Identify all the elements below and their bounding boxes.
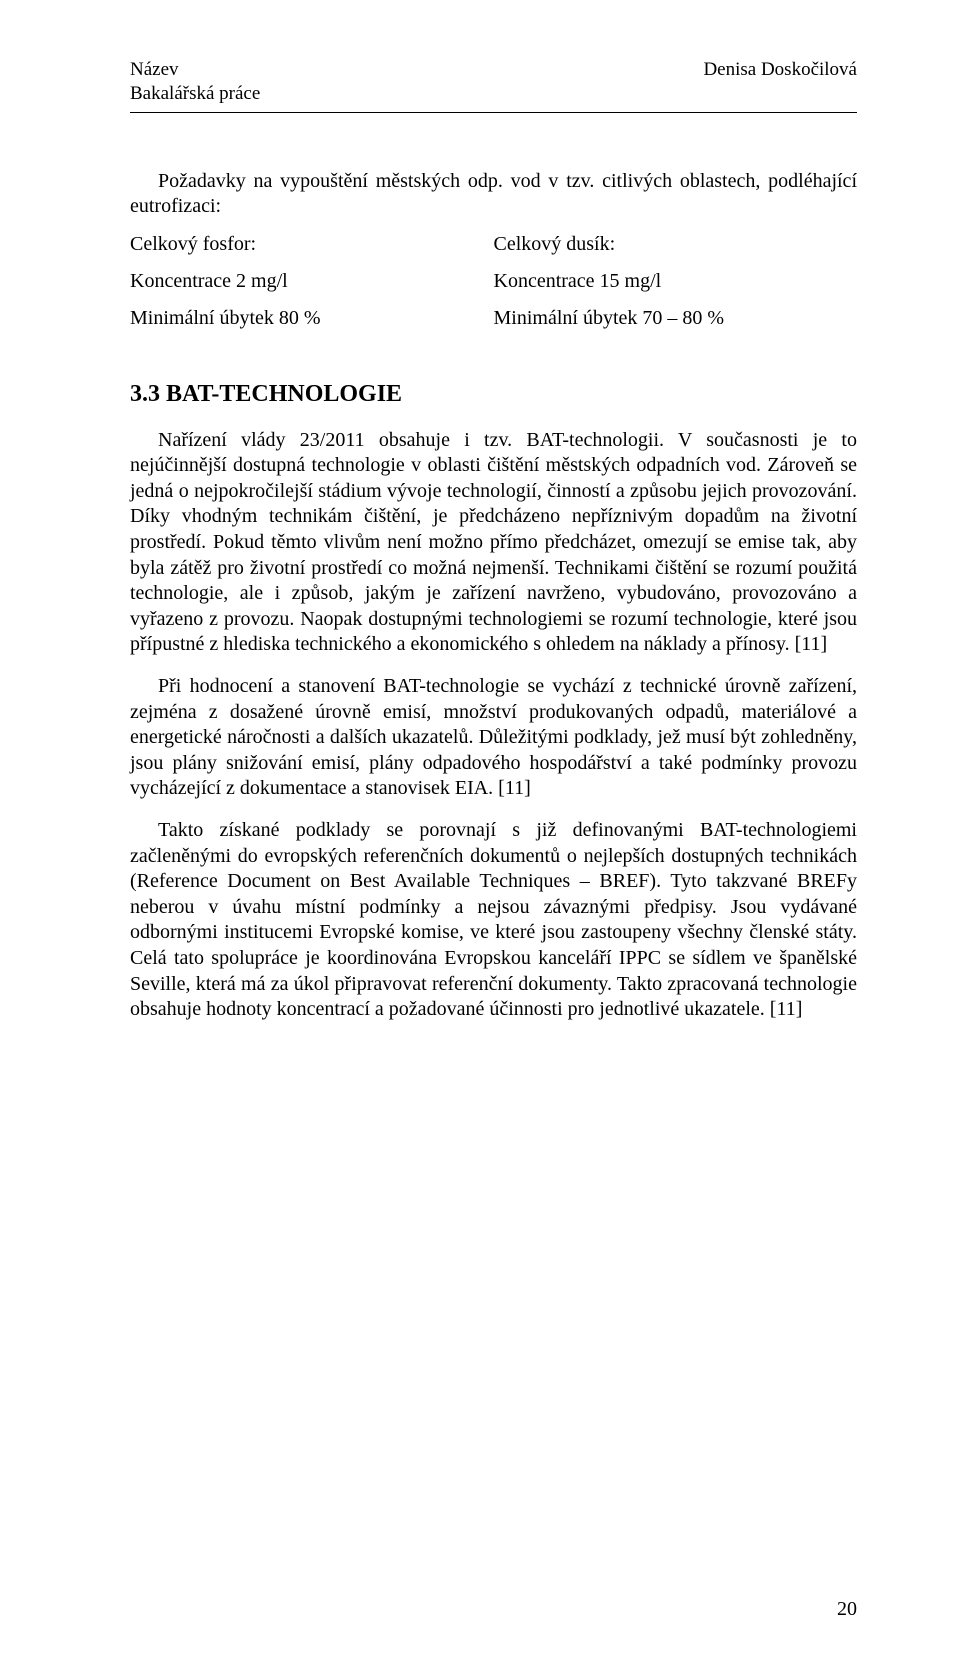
right-row1: Koncentrace 15 mg/l <box>494 263 858 300</box>
col-right: Celkový dusík: Koncentrace 15 mg/l Minim… <box>494 226 858 337</box>
header-left-bottom: Bakalářská práce <box>130 82 260 106</box>
page: Název Bakalářská práce Denisa Doskočilov… <box>0 0 960 1671</box>
body-p3: Takto získané podklady se porovnají s ji… <box>130 818 857 1023</box>
header-right: Denisa Doskočilová <box>703 58 857 106</box>
section-heading: 3.3 BAT-TECHNOLOGIE <box>130 381 857 408</box>
body-p2: Při hodnocení a stanovení BAT-technologi… <box>130 674 857 802</box>
body-p1: Nařízení vlády 23/2011 obsahuje i tzv. B… <box>130 428 857 658</box>
two-column-block: Celkový fosfor: Koncentrace 2 mg/l Minim… <box>130 226 857 337</box>
right-title: Celkový dusík: <box>494 226 858 263</box>
header-left: Název Bakalářská práce <box>130 58 260 106</box>
col-left: Celkový fosfor: Koncentrace 2 mg/l Minim… <box>130 226 494 337</box>
header-left-top: Název <box>130 58 260 82</box>
left-row2: Minimální úbytek 80 % <box>130 300 494 337</box>
right-row2: Minimální úbytek 70 – 80 % <box>494 300 858 337</box>
header-rule <box>130 112 857 113</box>
header-right-top: Denisa Doskočilová <box>703 58 857 82</box>
page-number: 20 <box>837 1598 857 1621</box>
intro-paragraph: Požadavky na vypouštění městských odp. v… <box>130 169 857 220</box>
page-header: Název Bakalářská práce Denisa Doskočilov… <box>130 58 857 106</box>
left-row1: Koncentrace 2 mg/l <box>130 263 494 300</box>
left-title: Celkový fosfor: <box>130 226 494 263</box>
